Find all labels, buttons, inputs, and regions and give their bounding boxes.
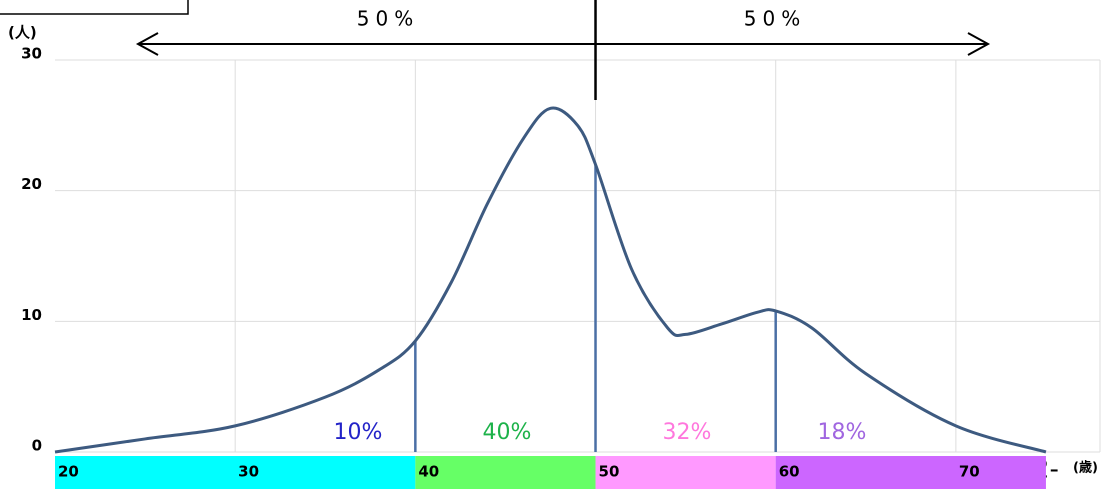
age-band bbox=[55, 456, 416, 489]
curve bbox=[54, 106, 1047, 454]
y-tick-label: 0 bbox=[32, 437, 42, 455]
arrow-head bbox=[967, 32, 991, 56]
y-axis-label: (人) bbox=[8, 24, 37, 42]
header-box bbox=[0, 0, 189, 15]
age-band bbox=[775, 456, 1046, 489]
band-label: 20 bbox=[58, 463, 79, 481]
band-label: 50 bbox=[599, 463, 620, 481]
percent-label: 40% bbox=[483, 420, 532, 445]
band-label: 70 bbox=[959, 463, 980, 481]
arrow-head bbox=[135, 32, 159, 56]
x-axis-label: (歳) bbox=[1073, 460, 1098, 476]
percent-label: 18% bbox=[818, 420, 867, 445]
arrow-label: 50% bbox=[744, 7, 806, 31]
y-tick-label: 30 bbox=[21, 45, 42, 63]
age-band bbox=[415, 456, 596, 489]
y-tick-label: 20 bbox=[21, 175, 42, 193]
percent-label: 32% bbox=[663, 420, 712, 445]
band-label: 30 bbox=[238, 463, 259, 481]
age-band bbox=[595, 456, 776, 489]
band-label: 40 bbox=[418, 463, 439, 481]
percent-label: 10% bbox=[334, 420, 383, 445]
band-label: 60 bbox=[779, 463, 800, 481]
y-tick-label: 10 bbox=[21, 306, 42, 324]
arrow-label: 50% bbox=[357, 7, 419, 31]
